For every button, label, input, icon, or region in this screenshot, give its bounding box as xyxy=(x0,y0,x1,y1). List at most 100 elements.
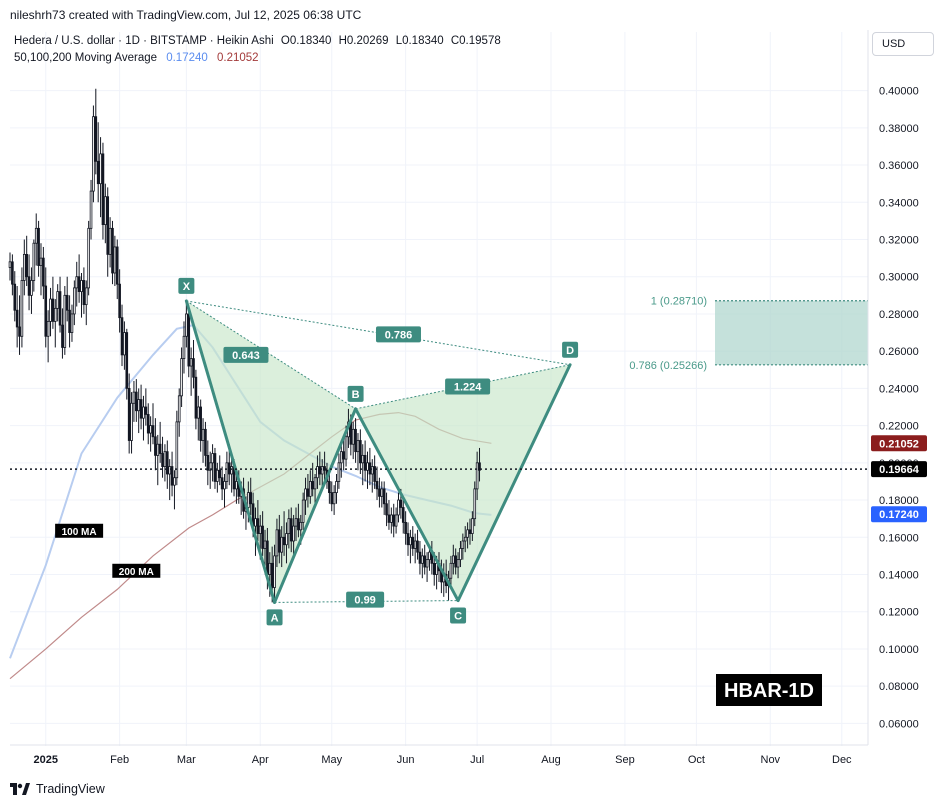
candle-body xyxy=(416,540,419,553)
candle xyxy=(471,511,474,541)
candle xyxy=(63,286,67,355)
candle xyxy=(173,470,176,510)
candle-body xyxy=(139,399,143,419)
candle-body xyxy=(459,548,462,561)
chart-title: HBAR-1D xyxy=(724,680,814,702)
point-label-x-bg xyxy=(178,277,195,294)
footer-brand: TradingView xyxy=(36,782,105,796)
candle-body xyxy=(118,283,121,319)
harmonic-pattern-fill xyxy=(186,300,571,603)
candle-body xyxy=(32,242,36,281)
candle-body xyxy=(70,313,74,333)
candle-body xyxy=(75,276,79,289)
price-badge-ma100: 0.17240 xyxy=(871,506,927,523)
ratio-label-text: 0.643 xyxy=(232,350,260,362)
candle xyxy=(368,447,372,486)
candle xyxy=(375,466,379,501)
candle xyxy=(304,477,307,515)
candle xyxy=(115,239,119,300)
candle xyxy=(96,122,100,203)
candle xyxy=(158,421,162,463)
candle-body xyxy=(92,116,95,192)
candle xyxy=(142,395,145,441)
candle-body xyxy=(308,481,312,497)
candle xyxy=(211,444,214,482)
footer-logo[interactable]: TradingView xyxy=(10,782,105,796)
candle-body xyxy=(130,402,133,441)
candle xyxy=(58,276,62,333)
candle-body xyxy=(142,406,145,419)
candle-body xyxy=(151,425,155,438)
candle xyxy=(354,418,357,463)
price-badge-text: 0.19664 xyxy=(879,464,920,476)
candle xyxy=(22,239,26,296)
fib-level-label: 0.786 (0.25266) xyxy=(629,360,707,372)
candle xyxy=(370,459,374,493)
candle xyxy=(373,455,376,489)
point-label-a-bg xyxy=(266,609,283,626)
y-tick-label: 0.34000 xyxy=(879,197,919,209)
candle-body xyxy=(294,518,298,527)
candle-body xyxy=(20,280,24,337)
candle-body xyxy=(275,529,279,557)
candle-body xyxy=(84,287,88,306)
candle xyxy=(306,474,310,508)
candle-body xyxy=(87,227,90,289)
candle xyxy=(206,440,210,486)
candle-body xyxy=(454,555,457,568)
candle xyxy=(165,440,169,489)
y-tick-label: 0.10000 xyxy=(879,644,919,656)
candle xyxy=(185,300,188,348)
candle xyxy=(161,436,164,478)
x-tick-label: Jul xyxy=(470,754,484,766)
candle xyxy=(70,304,74,342)
candle xyxy=(456,552,460,579)
candle-body xyxy=(406,533,410,546)
candle xyxy=(223,474,226,508)
candle xyxy=(30,267,33,314)
candle xyxy=(27,254,31,311)
x-tick-label: Apr xyxy=(252,754,269,766)
candle-body xyxy=(399,499,403,508)
candle-body xyxy=(220,477,224,490)
currency-button[interactable]: USD xyxy=(872,32,934,56)
y-tick-label: 0.18000 xyxy=(879,495,919,507)
candle xyxy=(475,451,479,501)
candle-body xyxy=(392,514,396,527)
point-label-b: B xyxy=(347,385,364,402)
candle xyxy=(282,511,286,556)
pattern-leg-ab xyxy=(273,407,358,604)
candle xyxy=(356,433,360,471)
candle-body xyxy=(208,462,212,471)
candle-body xyxy=(158,443,162,454)
candle xyxy=(385,492,388,527)
ma-tag-bg xyxy=(55,523,104,538)
candle-body xyxy=(182,335,186,360)
candle xyxy=(73,280,76,326)
pattern-leg-xa xyxy=(184,299,277,604)
candle xyxy=(213,447,217,489)
candle-body xyxy=(335,481,338,494)
y-tick-label: 0.32000 xyxy=(879,235,919,247)
candle xyxy=(287,509,291,549)
candle-body xyxy=(344,436,348,460)
candle xyxy=(144,388,148,426)
candle-body xyxy=(123,332,126,356)
candle-body xyxy=(187,313,191,367)
candle-body xyxy=(339,451,343,464)
candle xyxy=(394,507,398,534)
price-badge-bg xyxy=(871,435,927,452)
ratio-label-text: 1.224 xyxy=(454,382,482,394)
candle xyxy=(235,474,238,504)
candle-body xyxy=(397,499,400,516)
candle-body xyxy=(194,376,198,419)
candle xyxy=(94,88,98,175)
candle xyxy=(218,455,222,486)
pattern-leg-bc xyxy=(354,407,460,603)
candle-body xyxy=(201,428,205,441)
candle xyxy=(120,304,124,367)
candle xyxy=(451,544,455,575)
tradingview-logo-icon xyxy=(10,783,30,795)
candle-body xyxy=(22,253,26,281)
